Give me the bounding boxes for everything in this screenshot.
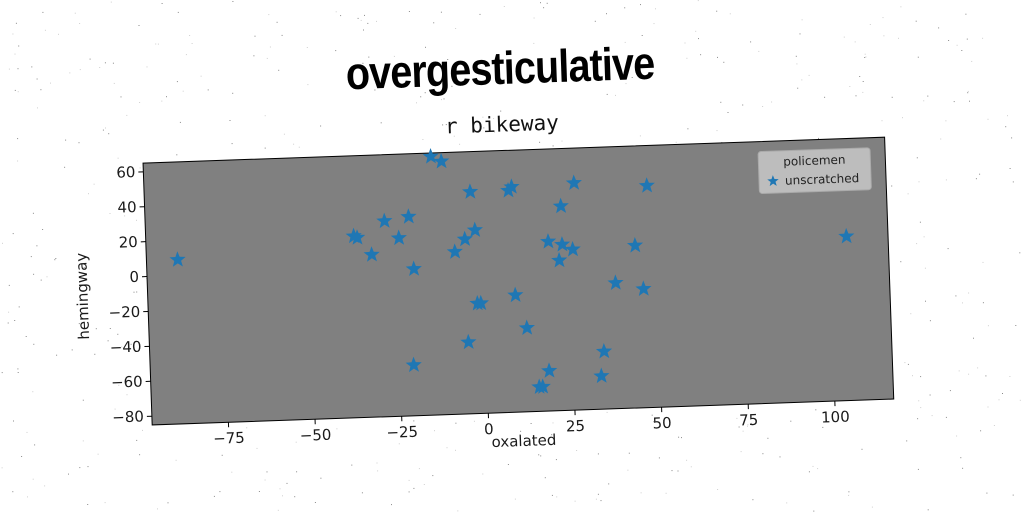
x-tick-label: 50 xyxy=(652,414,672,433)
x-tick-label: −50 xyxy=(299,426,331,445)
x-axis-label: oxalated xyxy=(491,431,556,451)
legend-series-label: unscratched xyxy=(785,171,860,188)
x-tick-label: −75 xyxy=(213,429,245,448)
y-tick-label: −20 xyxy=(108,303,140,322)
x-tick-label: 100 xyxy=(821,408,850,427)
y-tick-label: 40 xyxy=(117,198,137,217)
figure-suptitle: overgesticulative xyxy=(345,36,655,101)
y-tick-label: 60 xyxy=(116,163,136,182)
x-tick-label: 25 xyxy=(566,417,586,436)
legend-title: policemen xyxy=(783,153,846,169)
chart-title: r bikeway xyxy=(445,111,560,139)
y-tick-label: −60 xyxy=(111,373,143,392)
y-tick-label: −40 xyxy=(109,338,141,357)
chart-container: r bikeway −75 −50 −25 0 25 50 75 100 −80 −60 −40 −… xyxy=(64,86,916,475)
y-tick-label: −80 xyxy=(112,407,144,426)
y-axis-label: hemingway xyxy=(72,252,93,340)
y-tick-label: 20 xyxy=(118,233,138,252)
y-tick-label: 0 xyxy=(129,268,139,286)
scatter-chart: r bikeway −75 −50 −25 0 25 50 75 100 −80 −60 −40 −… xyxy=(64,86,916,475)
x-tick-label: 75 xyxy=(739,411,759,430)
legend: policemen unscratched xyxy=(758,148,871,194)
x-tick-label: −25 xyxy=(386,423,418,442)
